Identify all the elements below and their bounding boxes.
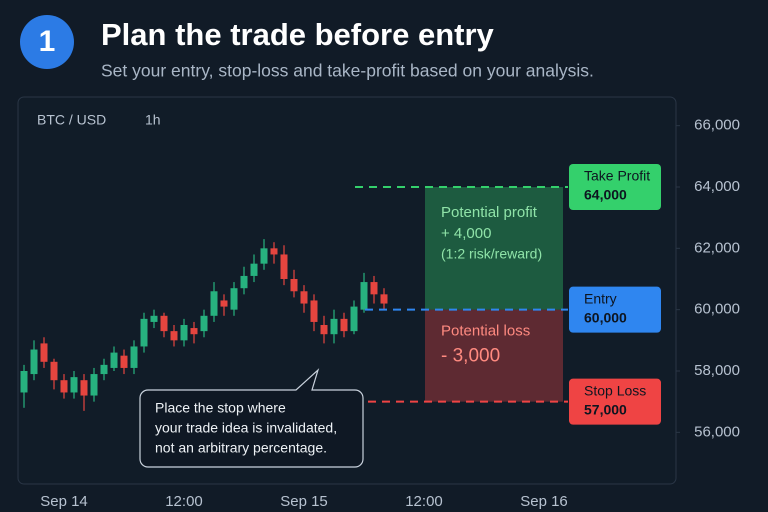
chart-panel: [17, 96, 677, 485]
profit-ratio: (1:2 risk/reward): [441, 246, 542, 262]
candle-body: [140, 318, 148, 347]
x-tick-label: Sep 15: [280, 493, 328, 510]
y-tick-label: 60,000: [694, 301, 740, 318]
y-tick-label: 58,000: [694, 362, 740, 379]
candle-body: [210, 291, 218, 316]
candle-body: [250, 263, 258, 276]
x-tick-label: Sep 16: [520, 493, 568, 510]
step-number: 1: [39, 25, 56, 58]
timeframe: 1h: [145, 112, 161, 128]
candle-body: [100, 364, 108, 375]
loss-amount: - 3,000: [441, 346, 500, 367]
x-tick-label: Sep 14: [40, 493, 88, 510]
level-value: 64,000: [584, 187, 627, 203]
candle-body: [180, 325, 188, 341]
x-tick-label: 12:00: [405, 493, 443, 510]
candle-body: [20, 371, 28, 393]
candle-body: [370, 282, 378, 295]
y-tick-label: 56,000: [694, 423, 740, 440]
candle-body: [190, 328, 198, 335]
candle-body: [30, 349, 38, 375]
candle-body: [230, 288, 238, 310]
candle-body: [40, 343, 48, 362]
profit-zone: [425, 187, 563, 310]
candle-body: [160, 315, 168, 332]
candle-body: [90, 374, 98, 396]
candle-body: [130, 346, 138, 368]
candle-body: [300, 291, 308, 304]
step-badge: [20, 15, 74, 69]
candle-body: [120, 355, 128, 368]
candle-body: [260, 248, 268, 264]
y-tick-label: 64,000: [694, 178, 740, 195]
level-name: Entry: [584, 290, 617, 306]
candle-body: [200, 315, 208, 332]
candle-body: [290, 279, 298, 292]
candle-body: [80, 380, 88, 396]
note-line: your trade idea is invalidated,: [155, 420, 337, 436]
candle-body: [350, 306, 358, 332]
subtitle: Set your entry, stop-loss and take-profi…: [101, 61, 594, 81]
level-name: Stop Loss: [584, 382, 646, 398]
y-tick-label: 62,000: [694, 239, 740, 256]
candle-body: [70, 377, 78, 393]
candle-body: [170, 331, 178, 341]
candle-body: [60, 380, 68, 393]
level-value: 57,000: [584, 401, 627, 417]
level-name: Take Profit: [584, 168, 650, 184]
level-box: [569, 378, 661, 425]
candle-body: [110, 352, 118, 368]
candle-body: [270, 248, 278, 255]
loss-title: Potential loss: [441, 323, 530, 340]
title: Plan the trade before entry: [101, 17, 495, 52]
candle-body: [150, 315, 158, 322]
note-callout: [139, 368, 364, 468]
profit-title: Potential profit: [441, 204, 538, 221]
candle-body: [330, 318, 338, 335]
candle-body: [220, 300, 228, 307]
candle-body: [280, 254, 288, 279]
profit-amount: + 4,000: [441, 225, 491, 242]
candle-body: [380, 294, 388, 304]
level-value: 60,000: [584, 309, 627, 325]
loss-zone: [425, 309, 563, 402]
note-line: Place the stop where: [155, 400, 286, 416]
level-box: [569, 164, 661, 210]
symbol: BTC / USD: [37, 112, 106, 128]
candle-body: [50, 361, 58, 381]
y-tick-label: 66,000: [694, 117, 740, 134]
note-line: not an arbitrary percentage.: [155, 440, 327, 456]
candle-body: [310, 300, 318, 322]
candle-body: [320, 325, 328, 335]
candle-body: [340, 318, 348, 332]
level-box: [569, 286, 661, 333]
candle-body: [240, 275, 248, 289]
x-tick-label: 12:00: [165, 493, 203, 510]
candle-body: [360, 282, 368, 310]
